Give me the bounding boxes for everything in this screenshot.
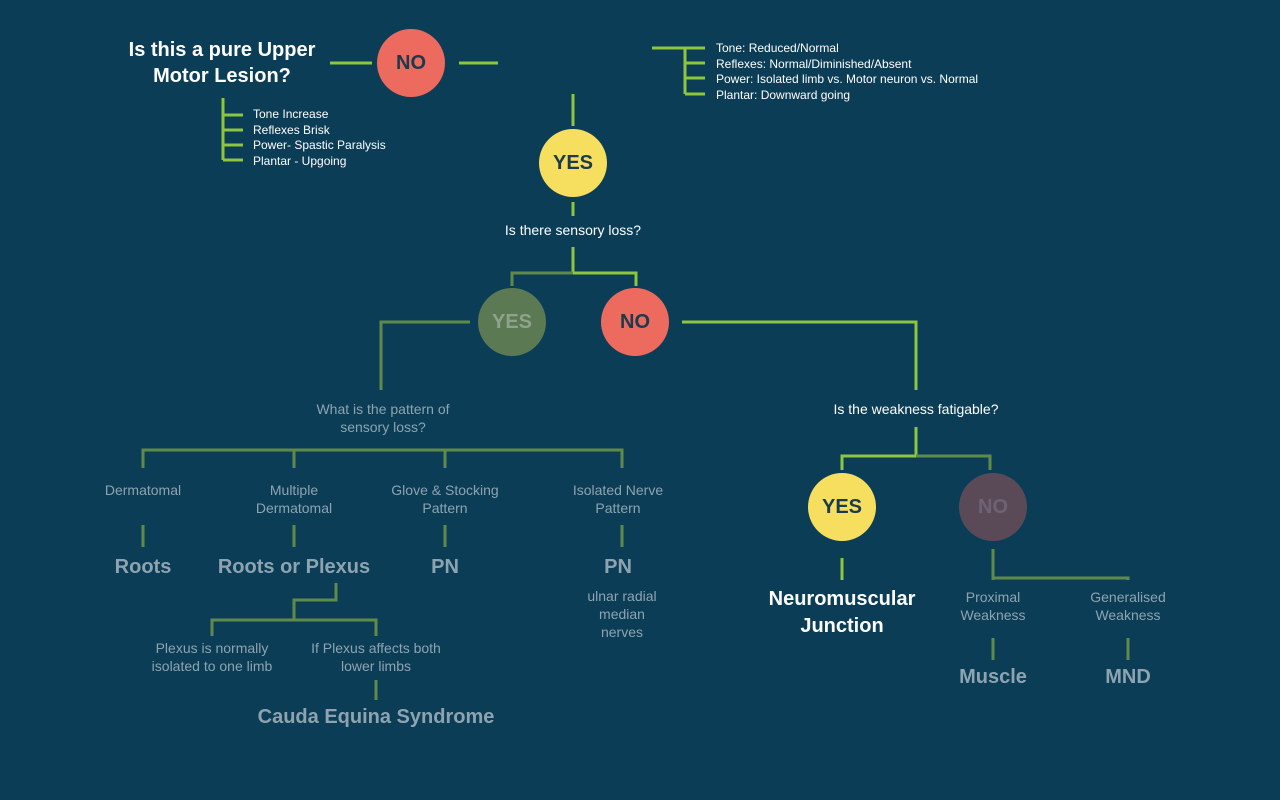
lmn-features-list: Tone: Reduced/Normal Reflexes: Normal/Di…	[716, 41, 978, 103]
result-mnd: MND	[1105, 666, 1151, 688]
plexus-one-limb: Plexus is normally isolated to one limb	[151, 640, 273, 674]
nerves-list: ulnar radial median nerves	[587, 588, 657, 640]
pattern-isolated-nerve: Isolated Nerve Pattern	[572, 482, 664, 516]
umn-feature: Power- Spastic Paralysis	[253, 138, 386, 152]
result-muscle: Muscle	[959, 666, 1027, 688]
umn-feature: Reflexes Brisk	[253, 122, 330, 137]
lmn-yes-circle: YES	[539, 129, 607, 197]
umn-feature: Plantar - Upgoing	[253, 153, 347, 168]
fatigue-question: Is the weakness fatigable?	[833, 401, 999, 417]
umn-question: Is this a pure Upper Motor Lesion?	[128, 39, 316, 87]
result-roots: Roots	[114, 556, 172, 578]
result-roots-or-plexus: Roots or Plexus	[217, 556, 371, 578]
pattern-question: What is the pattern of sensory loss?	[316, 401, 450, 435]
plexus-both-limbs: If Plexus affects both lower limbs	[311, 640, 441, 674]
generalised-weakness: Generalised Weakness	[1090, 589, 1166, 623]
sensory-no-circle: NO	[601, 288, 669, 356]
sensory-question: Is there sensory loss?	[504, 222, 642, 238]
lmn-feature: Power: Isolated limb vs. Motor neuron vs…	[716, 72, 979, 86]
fatigue-no-circle: NO	[959, 473, 1027, 541]
umn-no-circle: NO	[377, 29, 445, 97]
sensory-yes-circle: YES	[478, 288, 546, 356]
umn-features-list: Tone Increase Reflexes Brisk Power- Spas…	[253, 107, 386, 169]
fatigue-yes-circle: YES	[808, 473, 876, 541]
lmn-feature: Plantar: Downward going	[716, 87, 851, 102]
result-neuromuscular-junction: Neuromuscular Junction	[768, 588, 916, 637]
umn-feature: Tone Increase	[253, 107, 329, 121]
lmn-feature: Reflexes: Normal/Diminished/Absent	[716, 56, 912, 71]
pattern-glove-stocking: Glove & Stocking Pattern	[391, 482, 499, 516]
result-pn-glove: PN	[431, 556, 459, 578]
pattern-dermatomal: Dermatomal	[104, 482, 182, 498]
lmn-feature: Tone: Reduced/Normal	[716, 41, 839, 55]
proximal-weakness: Proximal Weakness	[960, 589, 1026, 623]
pattern-multiple-dermatomal: Multiple Dermatomal	[255, 482, 333, 516]
result-pn-isolated: PN	[604, 556, 632, 578]
result-cauda-equina: Cauda Equina Syndrome	[257, 706, 495, 728]
